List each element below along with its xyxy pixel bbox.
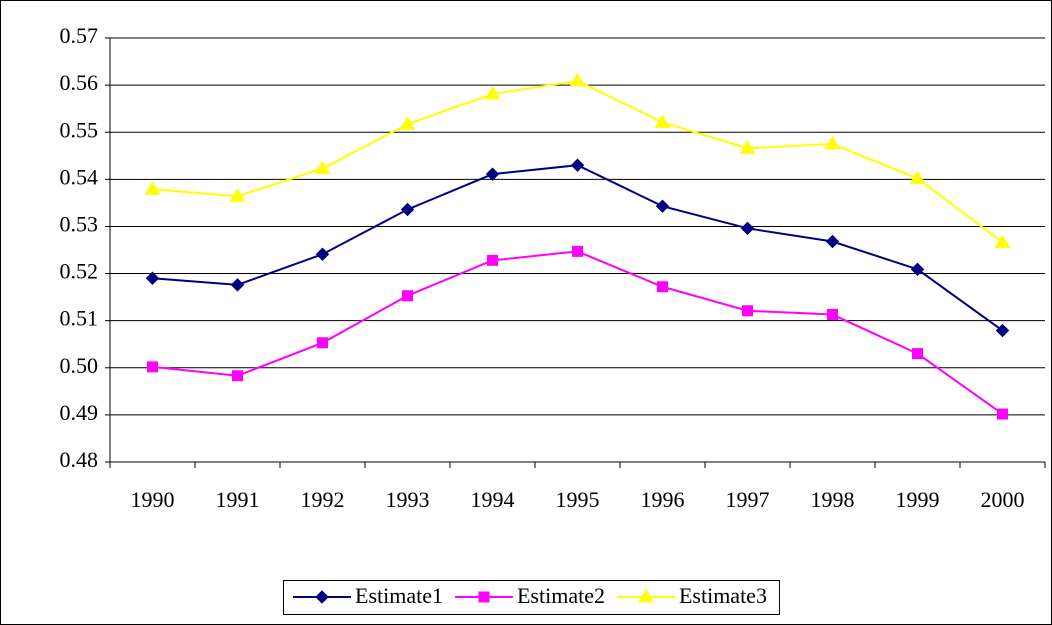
marker xyxy=(912,348,923,360)
marker xyxy=(910,262,925,277)
marker xyxy=(478,591,490,603)
marker xyxy=(739,140,756,154)
marker xyxy=(740,221,755,236)
marker xyxy=(655,199,670,213)
marker xyxy=(824,136,841,150)
x-tick-label: 1997 xyxy=(726,487,770,512)
marker xyxy=(229,188,246,202)
legend-box xyxy=(283,580,780,615)
marker xyxy=(825,234,840,249)
marker xyxy=(400,202,415,217)
marker xyxy=(402,290,413,302)
marker xyxy=(657,281,668,293)
x-tick-label: 1999 xyxy=(896,487,940,512)
marker xyxy=(995,323,1010,338)
y-tick-label: 0.48 xyxy=(60,447,99,472)
y-tick-label: 0.54 xyxy=(60,164,99,189)
marker xyxy=(742,305,753,317)
marker xyxy=(572,245,583,257)
legend-label: Estimate1 xyxy=(355,583,443,608)
y-tick-label: 0.52 xyxy=(60,259,99,284)
marker xyxy=(827,309,838,321)
y-tick-label: 0.57 xyxy=(60,23,99,48)
x-tick-label: 1998 xyxy=(811,487,855,512)
x-tick-label: 1992 xyxy=(301,487,345,512)
x-tick-label: 2000 xyxy=(981,487,1025,512)
marker xyxy=(144,181,161,195)
legend-label: Estimate3 xyxy=(679,583,767,608)
marker xyxy=(994,234,1011,248)
x-tick-label: 1996 xyxy=(641,487,685,512)
marker xyxy=(909,170,926,184)
marker xyxy=(315,590,329,604)
marker xyxy=(232,370,243,382)
x-tick-label: 1990 xyxy=(131,487,175,512)
legend-label: Estimate2 xyxy=(517,583,605,608)
x-tick-label: 1995 xyxy=(556,487,600,512)
x-tick-label: 1991 xyxy=(216,487,260,512)
y-tick-label: 0.51 xyxy=(60,306,99,331)
marker xyxy=(145,271,160,285)
marker xyxy=(654,114,671,128)
marker xyxy=(485,167,500,181)
x-tick-label: 1994 xyxy=(471,487,515,512)
marker xyxy=(314,160,331,174)
marker xyxy=(315,247,330,261)
marker xyxy=(487,254,498,266)
marker xyxy=(399,116,416,130)
marker xyxy=(317,337,328,349)
marker xyxy=(569,72,586,87)
legend: Estimate1 Estimate2 Estimate3 xyxy=(283,580,780,615)
x-tick-label: 1993 xyxy=(386,487,430,512)
marker xyxy=(484,86,501,100)
y-tick-label: 0.56 xyxy=(60,70,99,95)
y-tick-label: 0.50 xyxy=(60,353,99,378)
marker xyxy=(570,158,585,172)
y-tick-label: 0.55 xyxy=(60,117,99,142)
marker xyxy=(147,361,158,373)
marker xyxy=(638,589,654,603)
y-tick-label: 0.49 xyxy=(60,400,99,425)
marker xyxy=(997,408,1008,420)
marker xyxy=(230,278,245,292)
y-tick-label: 0.53 xyxy=(60,211,99,236)
